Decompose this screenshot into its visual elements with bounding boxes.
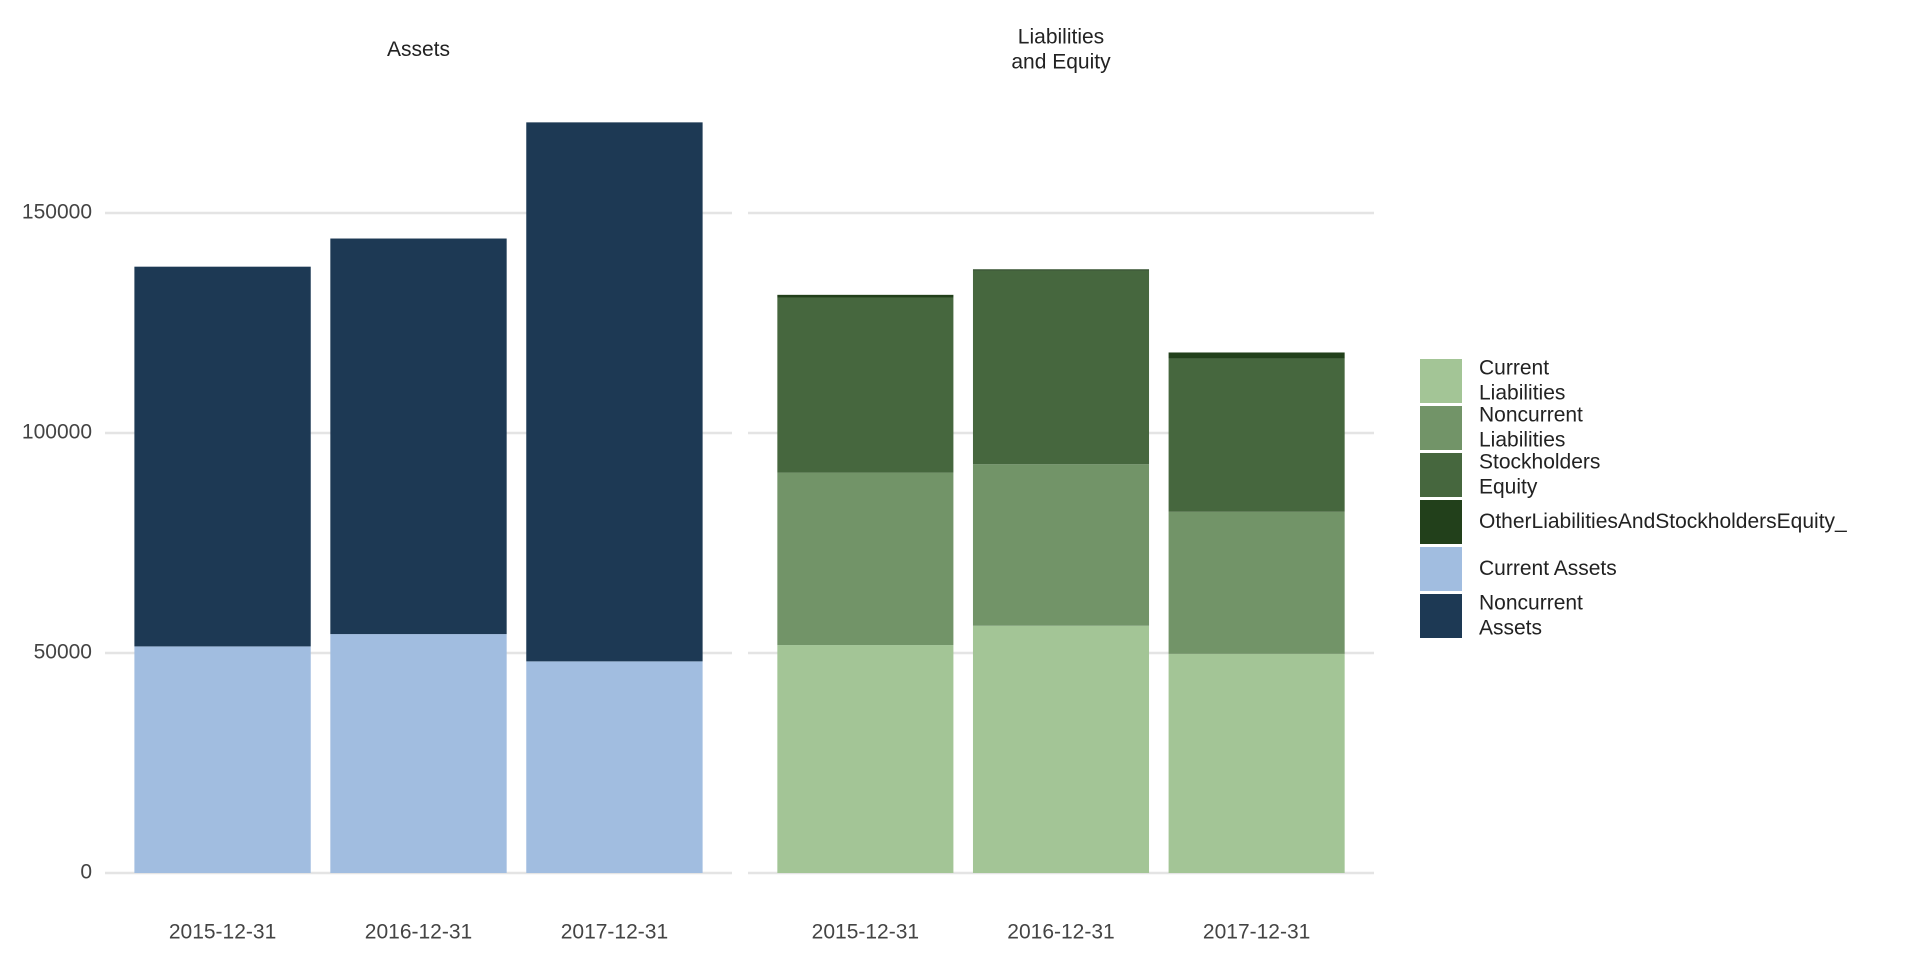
legend-label: OtherLiabilitiesAndStockholdersEquity_ [1479, 510, 1847, 533]
bar-segment [134, 266, 311, 647]
legend-label-line: Equity [1479, 475, 1538, 498]
legend-label-line: Assets [1479, 616, 1542, 639]
x-tick-label: 2017-12-31 [1203, 921, 1310, 944]
facet-title: Assets [387, 38, 450, 61]
y-tick-label: 50000 [34, 641, 92, 664]
bar-segment [1168, 358, 1345, 512]
legend-label-line: Current [1479, 356, 1549, 379]
bar-segment [972, 270, 1150, 465]
legend-label: Current Assets [1479, 557, 1617, 580]
facet-title: Liabilities and Equity [1011, 25, 1111, 73]
bar-segment [972, 269, 1150, 271]
bar-segment [330, 238, 507, 635]
bar-segment [1168, 511, 1345, 654]
y-tick-label: 150000 [22, 201, 92, 224]
legend-label: Noncurrent Assets [1479, 591, 1583, 639]
x-tick-label: 2016-12-31 [365, 921, 472, 944]
y-tick-label: 100000 [22, 421, 92, 444]
bar-segment [777, 294, 954, 298]
x-tick-label: 2017-12-31 [561, 921, 668, 944]
bar-segment [330, 634, 507, 873]
legend-key [1420, 594, 1462, 638]
x-tick-label: 2015-12-31 [812, 921, 919, 944]
legend-label-line: Stockholders [1479, 450, 1600, 473]
legend-key [1420, 406, 1462, 450]
bar-segment [526, 661, 703, 873]
x-tick-label: 2016-12-31 [1007, 921, 1114, 944]
bar-segment [526, 122, 703, 662]
legend-label-line: Noncurrent [1479, 403, 1583, 426]
bar-segment [972, 464, 1150, 626]
bar-segment [777, 472, 954, 646]
legend-label: Current Liabilities [1479, 356, 1565, 404]
legend-label-line: Current Assets [1479, 557, 1617, 580]
bar-segment [1168, 352, 1345, 359]
legend-label: Noncurrent Liabilities [1479, 403, 1583, 451]
legend-label-line: OtherLiabilitiesAndStockholdersEquity_ [1479, 510, 1847, 533]
legend-label-line: Liabilities [1479, 381, 1565, 404]
facet-title-line: Assets [387, 38, 450, 61]
facet-title-line: Liabilities [1018, 25, 1104, 48]
bar-segment [134, 646, 311, 873]
legend-label-line: Liabilities [1479, 428, 1565, 451]
bar-segment [777, 645, 954, 873]
x-tick-label: 2015-12-31 [169, 921, 276, 944]
facet-title-line: and Equity [1011, 50, 1111, 73]
bar-segment [972, 625, 1150, 873]
bar-segment [1168, 653, 1345, 873]
y-tick-label: 0 [80, 861, 92, 884]
legend-key [1420, 500, 1462, 544]
legend-key [1420, 359, 1462, 403]
legend-key [1420, 453, 1462, 497]
legend-label-line: Noncurrent [1479, 591, 1583, 614]
legend-key [1420, 547, 1462, 591]
legend-label: Stockholders Equity [1479, 450, 1600, 498]
bar-segment [777, 297, 954, 473]
